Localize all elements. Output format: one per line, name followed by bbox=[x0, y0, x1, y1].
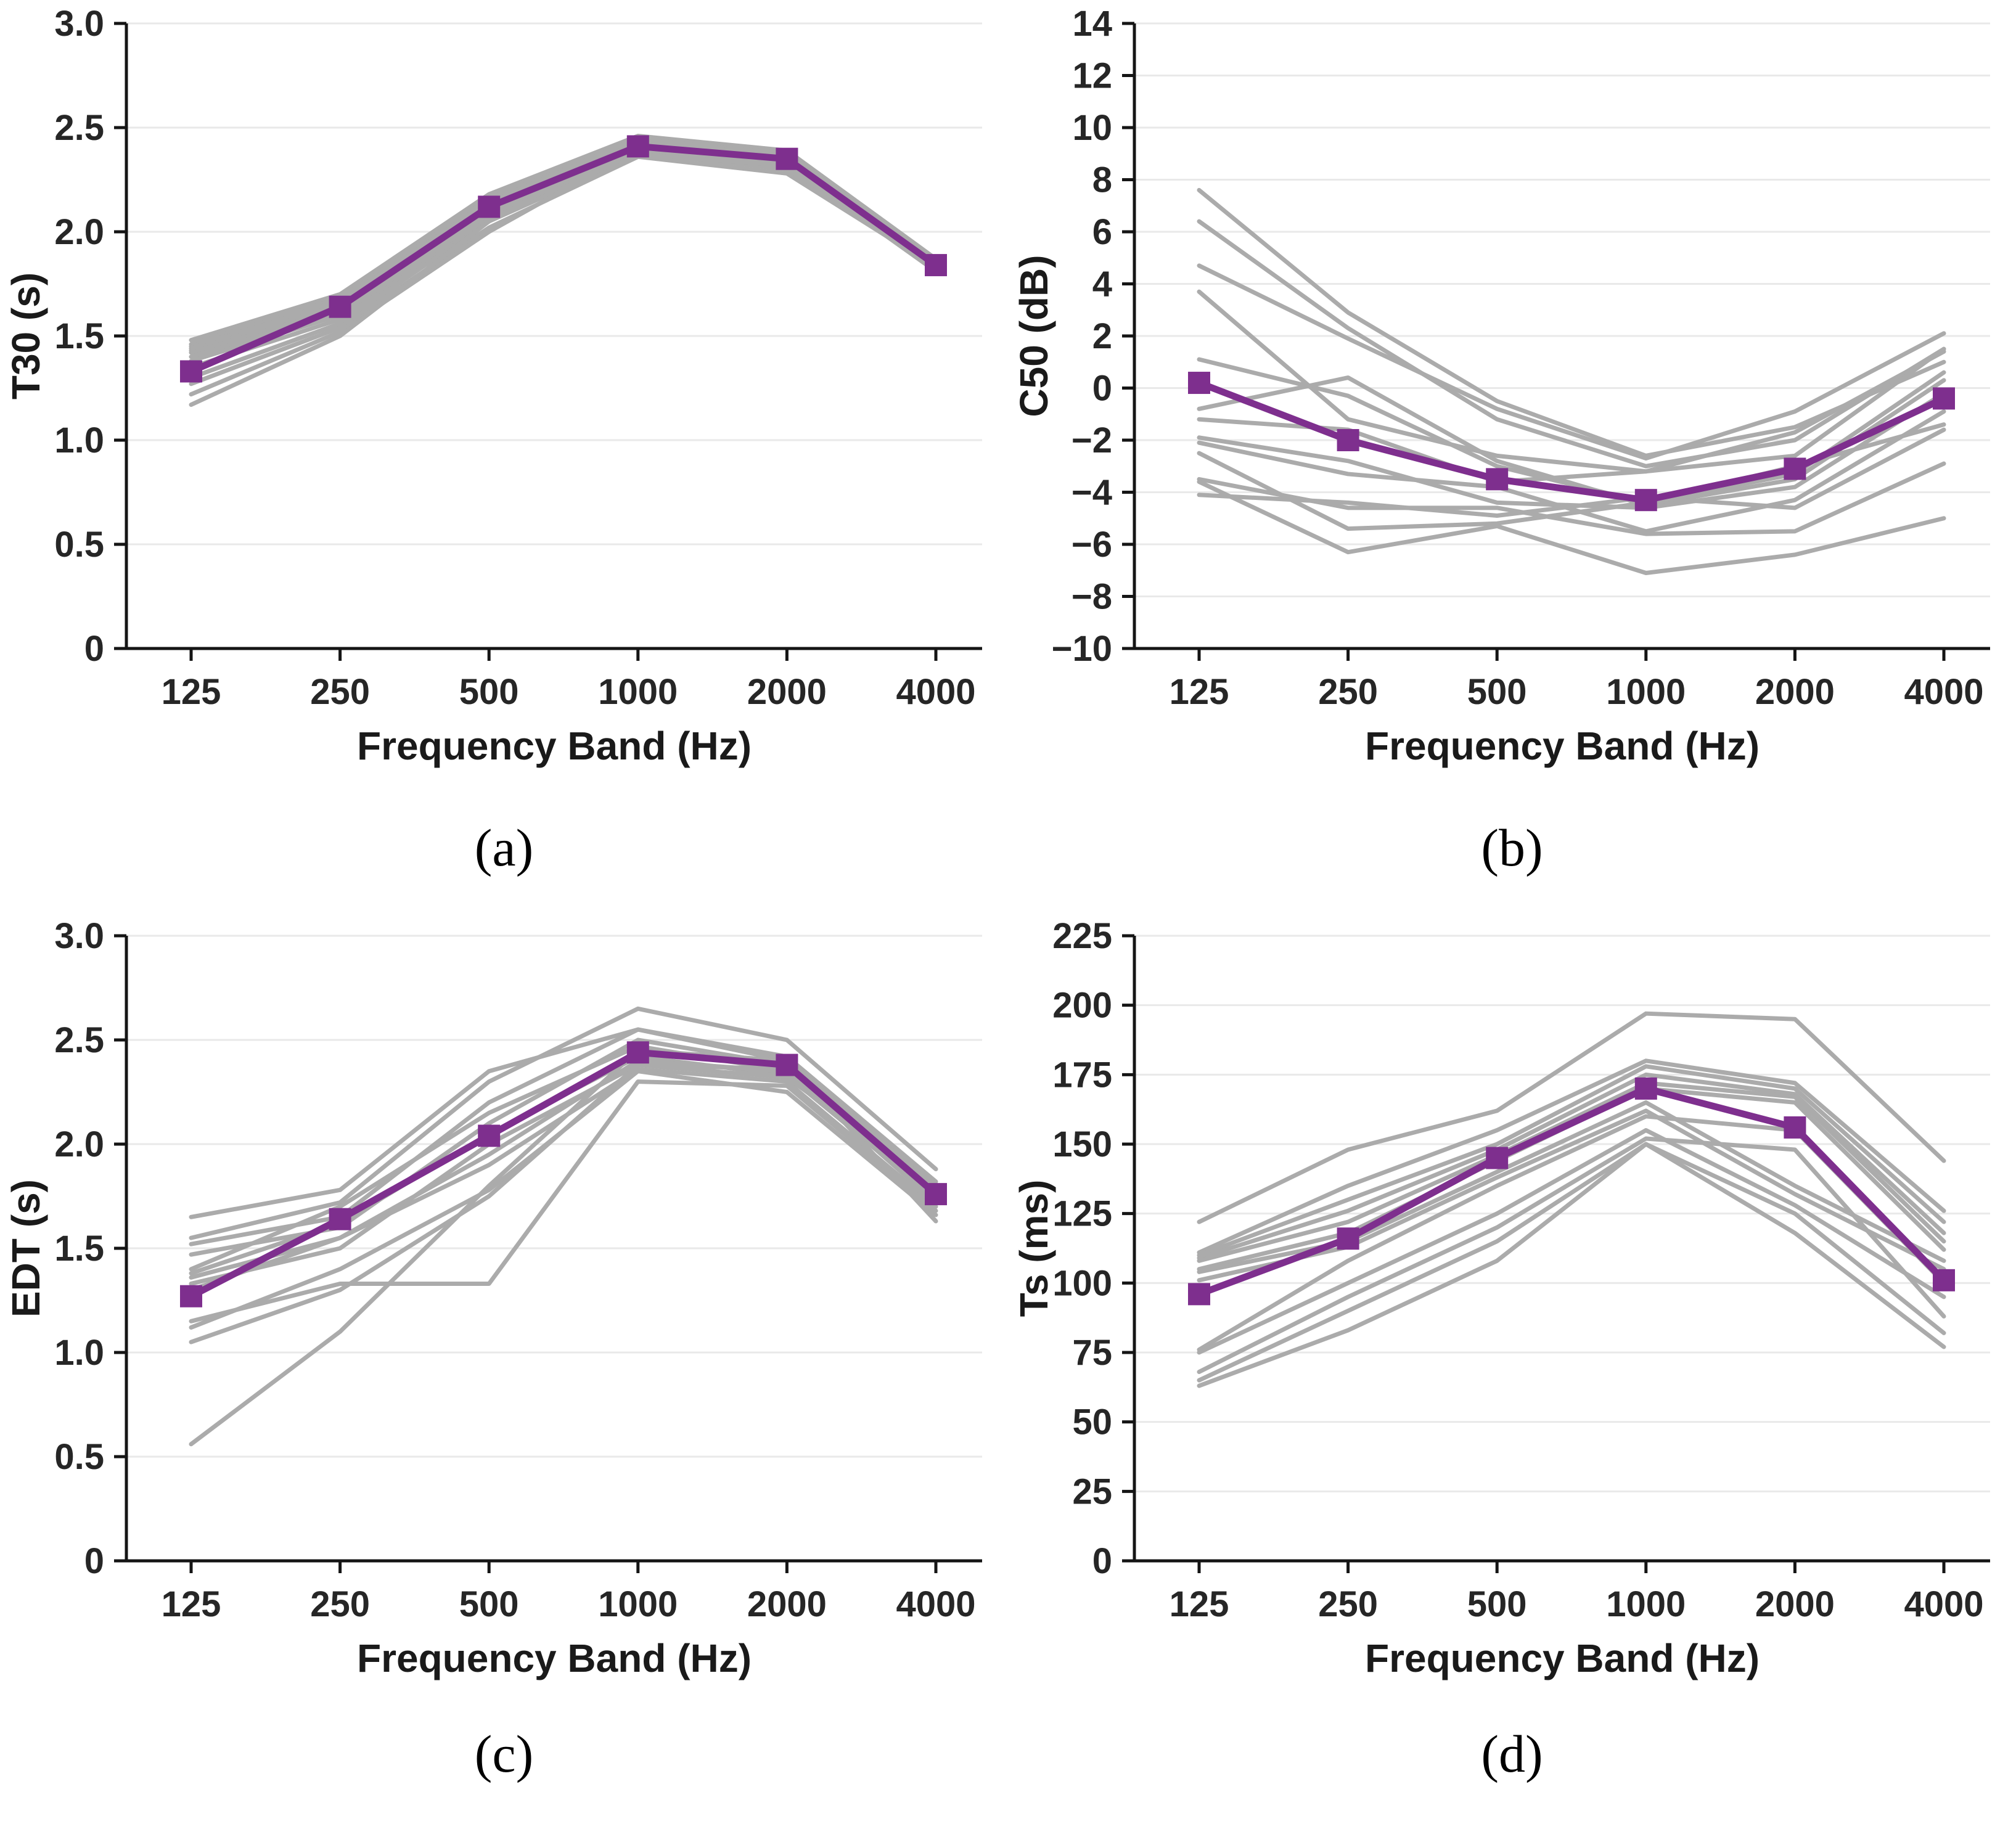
svg-text:2000: 2000 bbox=[1755, 1584, 1835, 1624]
svg-text:250: 250 bbox=[1318, 1584, 1378, 1624]
chart-t30: 0 0.5 1.0 1.5 2.0 2.5 3.0 125 250 500 1000 2000 4000… bbox=[4, 4, 982, 768]
svg-text:4000: 4000 bbox=[1904, 1584, 1983, 1624]
caption-c: (c) bbox=[474, 1724, 534, 1783]
svg-text:Frequency Band (Hz): Frequency Band (Hz) bbox=[357, 1636, 752, 1680]
panel-c-figure: 0 0.5 1.0 1.5 2.0 2.5 3.0 125 250 500 1000 2000 4000… bbox=[0, 912, 1008, 1812]
svg-text:1.0: 1.0 bbox=[54, 1333, 104, 1373]
panel-b-figure: −10 −8 −6 −4 −2 0 2 4 6 8 10 12 14 125 250 500 1000 2000 4… bbox=[1008, 0, 2016, 912]
svg-text:4000: 4000 bbox=[1904, 672, 1983, 712]
svg-text:250: 250 bbox=[1318, 672, 1378, 712]
svg-text:1.5: 1.5 bbox=[54, 1229, 104, 1269]
svg-text:1.5: 1.5 bbox=[54, 316, 104, 356]
svg-text:3.0: 3.0 bbox=[54, 916, 104, 956]
svg-text:6: 6 bbox=[1092, 212, 1112, 252]
panel-d-figure: 0 25 50 75 100 125 150 175 200 225 125 250 500 1000 20… bbox=[1008, 912, 2016, 1812]
svg-text:1000: 1000 bbox=[1606, 1584, 1686, 1624]
svg-text:175: 175 bbox=[1052, 1055, 1112, 1095]
svg-text:4000: 4000 bbox=[896, 672, 975, 712]
svg-text:125: 125 bbox=[1170, 672, 1229, 712]
svg-text:14: 14 bbox=[1072, 4, 1112, 44]
svg-text:500: 500 bbox=[459, 1584, 519, 1624]
svg-text:2000: 2000 bbox=[747, 1584, 827, 1624]
caption-d: (d) bbox=[1481, 1724, 1543, 1783]
svg-text:1.0: 1.0 bbox=[54, 420, 104, 460]
svg-text:4000: 4000 bbox=[896, 1584, 975, 1624]
svg-text:2.0: 2.0 bbox=[54, 1124, 104, 1164]
svg-text:1000: 1000 bbox=[598, 1584, 678, 1624]
caption-a: (a) bbox=[474, 818, 534, 877]
svg-text:0.5: 0.5 bbox=[54, 1437, 104, 1477]
svg-text:500: 500 bbox=[1467, 1584, 1527, 1624]
svg-text:T30 (s): T30 (s) bbox=[4, 272, 48, 399]
svg-text:2000: 2000 bbox=[747, 672, 827, 712]
svg-text:Frequency Band (Hz): Frequency Band (Hz) bbox=[1365, 1636, 1760, 1680]
svg-text:4: 4 bbox=[1092, 264, 1112, 305]
svg-text:Ts (ms): Ts (ms) bbox=[1012, 1180, 1056, 1317]
svg-text:0: 0 bbox=[84, 1541, 104, 1581]
svg-text:50: 50 bbox=[1072, 1402, 1112, 1442]
svg-text:−8: −8 bbox=[1072, 577, 1112, 617]
chart-ts: 0 25 50 75 100 125 150 175 200 225 125 250 500 1000 20… bbox=[1012, 916, 1990, 1680]
svg-text:25: 25 bbox=[1072, 1471, 1112, 1512]
svg-text:2.5: 2.5 bbox=[54, 108, 104, 148]
svg-text:250: 250 bbox=[310, 1584, 370, 1624]
svg-text:0: 0 bbox=[84, 629, 104, 669]
svg-text:0: 0 bbox=[1092, 1541, 1112, 1581]
svg-text:12: 12 bbox=[1072, 56, 1112, 96]
chart-edt: 0 0.5 1.0 1.5 2.0 2.5 3.0 125 250 500 1000 2000 4000… bbox=[4, 916, 982, 1680]
svg-text:Frequency Band (Hz): Frequency Band (Hz) bbox=[357, 724, 752, 768]
svg-text:−2: −2 bbox=[1072, 420, 1112, 460]
svg-text:200: 200 bbox=[1052, 986, 1112, 1026]
svg-text:125: 125 bbox=[162, 1584, 221, 1624]
svg-text:0: 0 bbox=[1092, 369, 1112, 409]
svg-text:500: 500 bbox=[1467, 672, 1527, 712]
svg-text:C50 (dB): C50 (dB) bbox=[1012, 255, 1056, 417]
svg-text:100: 100 bbox=[1052, 1263, 1112, 1303]
svg-text:10: 10 bbox=[1072, 108, 1112, 148]
svg-text:3.0: 3.0 bbox=[54, 4, 104, 44]
svg-text:−10: −10 bbox=[1052, 629, 1112, 669]
svg-text:8: 8 bbox=[1092, 160, 1112, 200]
svg-text:2: 2 bbox=[1092, 316, 1112, 356]
chart-c50: −10 −8 −6 −4 −2 0 2 4 6 8 10 12 14 125 250 500 1000 2000 4… bbox=[1012, 4, 1990, 768]
svg-text:2.0: 2.0 bbox=[54, 212, 104, 252]
svg-text:−6: −6 bbox=[1072, 525, 1112, 565]
svg-text:0.5: 0.5 bbox=[54, 525, 104, 565]
svg-text:125: 125 bbox=[1170, 1584, 1229, 1624]
caption-b: (b) bbox=[1481, 818, 1543, 877]
svg-text:250: 250 bbox=[310, 672, 370, 712]
svg-text:125: 125 bbox=[1052, 1194, 1112, 1234]
svg-text:−4: −4 bbox=[1072, 473, 1112, 513]
svg-text:2.5: 2.5 bbox=[54, 1020, 104, 1060]
svg-text:125: 125 bbox=[162, 672, 221, 712]
svg-text:1000: 1000 bbox=[1606, 672, 1686, 712]
svg-text:500: 500 bbox=[459, 672, 519, 712]
panel-a-figure: 0 0.5 1.0 1.5 2.0 2.5 3.0 125 250 500 1000 2000 4000… bbox=[0, 0, 1008, 912]
svg-text:2000: 2000 bbox=[1755, 672, 1835, 712]
svg-text:150: 150 bbox=[1052, 1124, 1112, 1164]
svg-text:225: 225 bbox=[1052, 916, 1112, 956]
svg-text:EDT (s): EDT (s) bbox=[4, 1179, 48, 1317]
svg-text:1000: 1000 bbox=[598, 672, 678, 712]
svg-text:75: 75 bbox=[1072, 1333, 1112, 1373]
svg-text:Frequency Band (Hz): Frequency Band (Hz) bbox=[1365, 724, 1760, 768]
